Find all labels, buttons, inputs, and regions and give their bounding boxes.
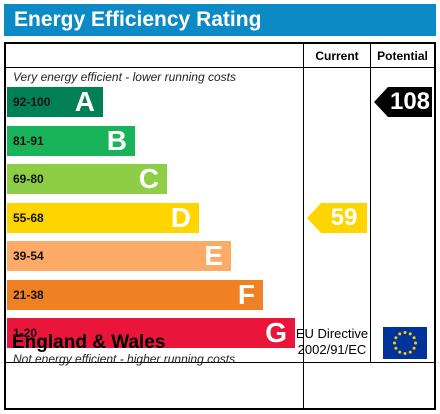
band-range-label: 81-91 <box>13 133 44 148</box>
eu-star-icon <box>403 331 407 334</box>
band-range-label: 92-100 <box>13 95 51 109</box>
band-range-label: 55-68 <box>13 210 44 225</box>
band-range-label: 1-20 <box>13 326 38 340</box>
band-range-label: 21-38 <box>13 287 44 302</box>
eu-star-icon <box>394 336 398 340</box>
rating-value: 108 <box>389 88 431 115</box>
inefficient-note: Not energy efficient - higher running co… <box>13 352 236 366</box>
current-rating-arrow: 59 <box>307 202 367 233</box>
eu-directive-label: EU Directive 2002/91/EC <box>287 326 377 358</box>
band-letter: B <box>106 124 127 156</box>
eu-flag-icon <box>383 327 427 359</box>
eu-star-icon <box>408 332 412 336</box>
potential-column-divider <box>370 44 371 362</box>
directive-line-1: EU Directive <box>295 326 369 341</box>
band-range-label: 39-54 <box>13 249 44 263</box>
potential-column-header: Potential <box>377 49 428 63</box>
efficient-note: Very energy efficient - lower running co… <box>13 70 236 84</box>
band-letter: C <box>138 163 159 194</box>
rating-band-a: 92-100 A <box>7 87 103 117</box>
rating-band-c: 69-80 C <box>7 164 167 194</box>
country-label: England & Wales <box>12 332 166 353</box>
band-letter: E <box>204 240 223 271</box>
rating-chart-frame: Current Potential Very energy efficient … <box>4 42 436 410</box>
eu-star-icon <box>408 350 412 354</box>
eu-star-icon <box>403 352 407 355</box>
eu-star-icon <box>394 346 398 350</box>
potential-rating-arrow: 108 <box>374 87 432 117</box>
eu-star-icon <box>393 341 396 345</box>
eu-star-icon <box>414 341 417 345</box>
band-range-label: 69-80 <box>13 172 44 186</box>
footer-rule <box>6 362 434 363</box>
rating-value: 59 <box>330 203 358 231</box>
band-letter: D <box>170 201 191 233</box>
current-column-divider <box>303 44 304 408</box>
current-column-header: Current <box>315 49 359 63</box>
rating-band-g: 1-20 G <box>7 318 295 348</box>
band-letter: G <box>265 317 287 348</box>
rating-band-f: 21-38 F <box>7 278 263 310</box>
band-letter: F <box>237 278 255 310</box>
rating-band-d: 55-68 D <box>7 201 199 233</box>
eu-star-icon <box>412 346 416 350</box>
rating-arrow-shape <box>307 202 367 233</box>
eu-star-icon <box>398 350 402 354</box>
rating-arrow-shape <box>374 87 432 117</box>
header-rule <box>6 67 434 68</box>
rating-band-b: 81-91 B <box>7 124 135 156</box>
directive-line-2: 2002/91/EC <box>297 342 367 357</box>
eu-star-icon <box>412 336 416 340</box>
rating-band-e: 39-54 E <box>7 241 231 271</box>
page-title: Energy Efficiency Rating <box>4 4 436 36</box>
band-letter: A <box>74 86 95 117</box>
eu-star-icon <box>398 332 402 336</box>
